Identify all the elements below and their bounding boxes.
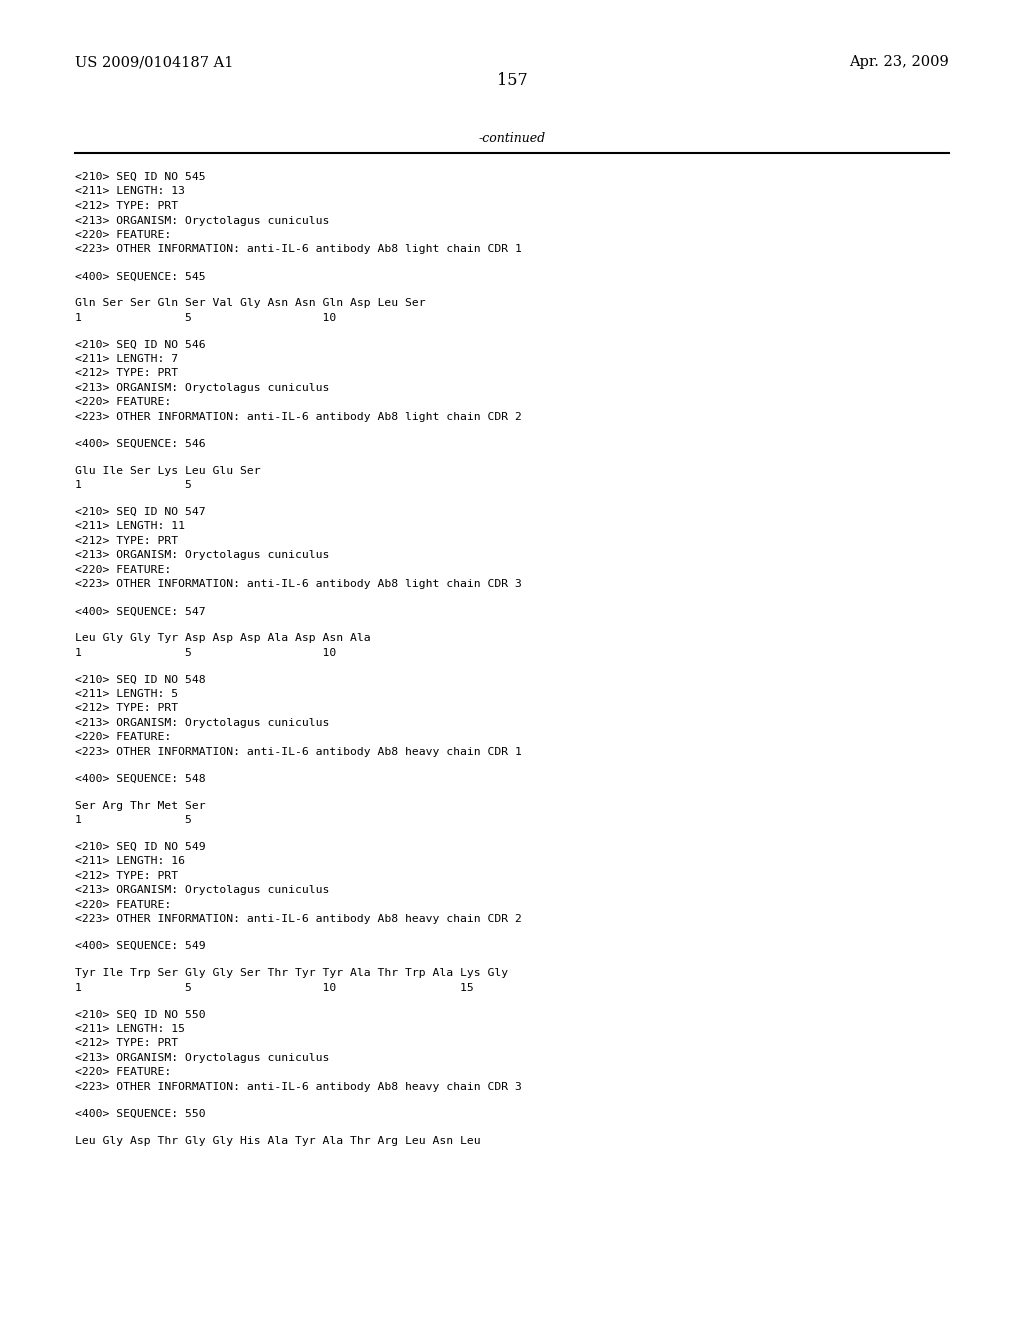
Text: <223> OTHER INFORMATION: anti-IL-6 antibody Ab8 light chain CDR 2: <223> OTHER INFORMATION: anti-IL-6 antib… [75, 412, 522, 422]
Text: Tyr Ile Trp Ser Gly Gly Ser Thr Tyr Tyr Ala Thr Trp Ala Lys Gly: Tyr Ile Trp Ser Gly Gly Ser Thr Tyr Tyr … [75, 968, 508, 978]
Text: 1               5                   10: 1 5 10 [75, 313, 336, 322]
Text: <211> LENGTH: 15: <211> LENGTH: 15 [75, 1024, 185, 1034]
Text: US 2009/0104187 A1: US 2009/0104187 A1 [75, 55, 233, 69]
Text: <211> LENGTH: 7: <211> LENGTH: 7 [75, 354, 178, 364]
Text: <210> SEQ ID NO 546: <210> SEQ ID NO 546 [75, 339, 206, 350]
Text: Gln Ser Ser Gln Ser Val Gly Asn Asn Gln Asp Leu Ser: Gln Ser Ser Gln Ser Val Gly Asn Asn Gln … [75, 298, 426, 308]
Text: <400> SEQUENCE: 550: <400> SEQUENCE: 550 [75, 1109, 206, 1118]
Text: 1               5                   10: 1 5 10 [75, 648, 336, 657]
Text: <213> ORGANISM: Oryctolagus cuniculus: <213> ORGANISM: Oryctolagus cuniculus [75, 718, 330, 727]
Text: <223> OTHER INFORMATION: anti-IL-6 antibody Ab8 light chain CDR 1: <223> OTHER INFORMATION: anti-IL-6 antib… [75, 244, 522, 255]
Text: <213> ORGANISM: Oryctolagus cuniculus: <213> ORGANISM: Oryctolagus cuniculus [75, 383, 330, 393]
Text: 1               5                   10                  15: 1 5 10 15 [75, 982, 474, 993]
Text: <212> TYPE: PRT: <212> TYPE: PRT [75, 536, 178, 546]
Text: 1               5: 1 5 [75, 480, 191, 490]
Text: <211> LENGTH: 13: <211> LENGTH: 13 [75, 186, 185, 197]
Text: <210> SEQ ID NO 550: <210> SEQ ID NO 550 [75, 1010, 206, 1019]
Text: 157: 157 [497, 73, 527, 88]
Text: <400> SEQUENCE: 545: <400> SEQUENCE: 545 [75, 272, 206, 281]
Text: <220> FEATURE:: <220> FEATURE: [75, 565, 171, 576]
Text: <223> OTHER INFORMATION: anti-IL-6 antibody Ab8 heavy chain CDR 1: <223> OTHER INFORMATION: anti-IL-6 antib… [75, 747, 522, 756]
Text: <220> FEATURE:: <220> FEATURE: [75, 733, 171, 742]
Text: Ser Arg Thr Met Ser: Ser Arg Thr Met Ser [75, 800, 206, 810]
Text: <212> TYPE: PRT: <212> TYPE: PRT [75, 368, 178, 379]
Text: 1               5: 1 5 [75, 814, 191, 825]
Text: Apr. 23, 2009: Apr. 23, 2009 [849, 55, 949, 69]
Text: <400> SEQUENCE: 547: <400> SEQUENCE: 547 [75, 606, 206, 616]
Text: <220> FEATURE:: <220> FEATURE: [75, 1068, 171, 1077]
Text: <400> SEQUENCE: 548: <400> SEQUENCE: 548 [75, 774, 206, 784]
Text: <220> FEATURE:: <220> FEATURE: [75, 900, 171, 909]
Text: Leu Gly Asp Thr Gly Gly His Ala Tyr Ala Thr Arg Leu Asn Leu: Leu Gly Asp Thr Gly Gly His Ala Tyr Ala … [75, 1135, 480, 1146]
Text: <223> OTHER INFORMATION: anti-IL-6 antibody Ab8 heavy chain CDR 2: <223> OTHER INFORMATION: anti-IL-6 antib… [75, 915, 522, 924]
Text: <212> TYPE: PRT: <212> TYPE: PRT [75, 704, 178, 713]
Text: Glu Ile Ser Lys Leu Glu Ser: Glu Ile Ser Lys Leu Glu Ser [75, 466, 261, 475]
Text: <213> ORGANISM: Oryctolagus cuniculus: <213> ORGANISM: Oryctolagus cuniculus [75, 215, 330, 226]
Text: <210> SEQ ID NO 545: <210> SEQ ID NO 545 [75, 172, 206, 182]
Text: <213> ORGANISM: Oryctolagus cuniculus: <213> ORGANISM: Oryctolagus cuniculus [75, 550, 330, 561]
Text: <211> LENGTH: 16: <211> LENGTH: 16 [75, 857, 185, 866]
Text: <211> LENGTH: 5: <211> LENGTH: 5 [75, 689, 178, 698]
Text: <223> OTHER INFORMATION: anti-IL-6 antibody Ab8 light chain CDR 3: <223> OTHER INFORMATION: anti-IL-6 antib… [75, 579, 522, 590]
Text: <400> SEQUENCE: 546: <400> SEQUENCE: 546 [75, 438, 206, 449]
Text: <212> TYPE: PRT: <212> TYPE: PRT [75, 871, 178, 880]
Text: <213> ORGANISM: Oryctolagus cuniculus: <213> ORGANISM: Oryctolagus cuniculus [75, 886, 330, 895]
Text: <212> TYPE: PRT: <212> TYPE: PRT [75, 201, 178, 211]
Text: <223> OTHER INFORMATION: anti-IL-6 antibody Ab8 heavy chain CDR 3: <223> OTHER INFORMATION: anti-IL-6 antib… [75, 1082, 522, 1092]
Text: <220> FEATURE:: <220> FEATURE: [75, 230, 171, 240]
Text: <210> SEQ ID NO 548: <210> SEQ ID NO 548 [75, 675, 206, 685]
Text: <210> SEQ ID NO 549: <210> SEQ ID NO 549 [75, 842, 206, 851]
Text: <212> TYPE: PRT: <212> TYPE: PRT [75, 1039, 178, 1048]
Text: <211> LENGTH: 11: <211> LENGTH: 11 [75, 521, 185, 532]
Text: <213> ORGANISM: Oryctolagus cuniculus: <213> ORGANISM: Oryctolagus cuniculus [75, 1053, 330, 1063]
Text: Leu Gly Gly Tyr Asp Asp Asp Ala Asp Asn Ala: Leu Gly Gly Tyr Asp Asp Asp Ala Asp Asn … [75, 634, 371, 643]
Text: <210> SEQ ID NO 547: <210> SEQ ID NO 547 [75, 507, 206, 517]
Text: -continued: -continued [478, 132, 546, 145]
Text: <220> FEATURE:: <220> FEATURE: [75, 397, 171, 408]
Text: <400> SEQUENCE: 549: <400> SEQUENCE: 549 [75, 941, 206, 952]
